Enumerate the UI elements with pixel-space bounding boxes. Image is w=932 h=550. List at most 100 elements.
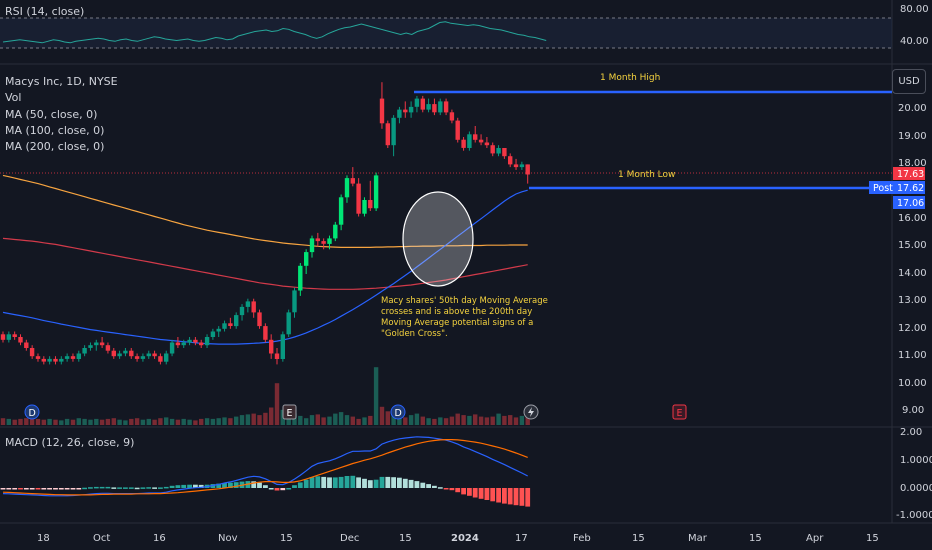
candle-body <box>403 109 408 113</box>
candle-body <box>467 134 472 148</box>
candle-body <box>478 139 484 143</box>
macd-histogram-bar <box>263 485 268 488</box>
macd-histogram-bar <box>303 479 309 488</box>
volume-bar <box>175 419 181 425</box>
candle-body <box>298 265 303 291</box>
macd-histogram-bar <box>379 476 385 488</box>
ma200-legend[interactable]: MA (200, close, 0) <box>5 140 104 153</box>
volume-bar <box>478 416 484 425</box>
candle-body <box>152 353 157 357</box>
dividend-marker[interactable]: D <box>24 404 40 420</box>
price-axis[interactable]: 20.00 19.00 18.00 16.00 15.00 14.00 13.0… <box>898 103 927 416</box>
macd-histogram-bar <box>163 486 169 489</box>
volume-bar <box>158 418 163 425</box>
macd-histogram-bar <box>257 482 262 488</box>
currency-button[interactable]: USD <box>892 69 926 94</box>
macd-histogram-bar <box>93 486 99 489</box>
ma100-legend[interactable]: MA (100, close, 0) <box>5 124 104 137</box>
volume-bar <box>385 411 390 425</box>
svg-text:E: E <box>287 408 293 419</box>
volume-bar <box>461 415 466 425</box>
candle-body <box>519 164 525 168</box>
candle-body <box>175 342 181 346</box>
candle-body <box>373 175 379 209</box>
volume-bar <box>449 416 455 425</box>
macd-histogram-bar <box>169 485 175 488</box>
time-tick: Nov <box>218 533 238 544</box>
macd-histogram-bar <box>525 488 531 507</box>
annotation-line-4: "Golden Cross". <box>381 329 448 339</box>
macd-histogram-bar <box>502 488 507 504</box>
macd-histogram-bar <box>420 482 426 488</box>
macd-histogram-bar <box>222 483 227 488</box>
macd-histogram-bar <box>29 488 35 490</box>
volume-bar <box>228 418 233 425</box>
candle-body <box>274 353 280 359</box>
volume-bar <box>76 418 81 425</box>
ma50-legend[interactable]: MA (50, close, 0) <box>5 108 97 121</box>
rsi-pane: RSI (14, close) 80.00 40.00 <box>0 4 929 49</box>
candle-body <box>169 342 175 354</box>
candle-body <box>47 358 52 362</box>
candle-body <box>24 342 29 348</box>
candle-body <box>327 238 332 244</box>
macd-histogram <box>0 475 531 507</box>
split-marker-icon[interactable] <box>523 404 539 420</box>
dividend-marker[interactable]: D <box>390 404 406 420</box>
volume-bar <box>263 412 268 425</box>
volume-bar <box>327 416 332 425</box>
candle-body <box>391 117 396 146</box>
volume-bar <box>368 415 373 425</box>
candle-body <box>18 337 23 343</box>
volume-bar <box>408 415 414 425</box>
candle-body <box>6 334 11 340</box>
candle-body <box>199 342 204 346</box>
candle-body <box>461 139 466 148</box>
event-markers[interactable]: D E D E <box>24 404 687 420</box>
earnings-marker[interactable]: E <box>282 404 297 420</box>
volume-bar <box>467 415 472 425</box>
volume-bar <box>140 419 146 425</box>
macd-histogram-bar <box>117 487 122 489</box>
volume-bar <box>59 420 64 425</box>
macd-histogram-bar <box>350 475 356 488</box>
time-axis[interactable]: 18 Oct 16 Nov 15 Dec 15 2024 17 Feb 15 M… <box>37 533 879 544</box>
volume-bar <box>269 407 274 425</box>
volume-bar <box>373 367 379 425</box>
macd-histogram-bar <box>99 486 105 489</box>
macd-histogram-bar <box>12 488 18 490</box>
ma100-line <box>2 174 528 248</box>
candle-body <box>228 323 233 326</box>
candle-body <box>216 328 221 332</box>
macd-histogram-bar <box>228 482 233 488</box>
candle-body <box>321 241 326 244</box>
volume-bar <box>438 417 443 425</box>
golden-cross-highlight[interactable] <box>402 191 474 287</box>
volume-bar <box>274 383 280 425</box>
candle-body <box>99 342 105 346</box>
candle-body <box>88 345 93 348</box>
golden-cross-annotation[interactable]: Macy shares' 50th day Moving Average cro… <box>381 296 548 339</box>
svg-text:D: D <box>29 408 36 419</box>
volume-bars <box>0 367 530 425</box>
volume-bar <box>397 415 402 425</box>
symbol-title[interactable]: Macys Inc, 1D, NYSE <box>5 75 118 88</box>
volume-legend[interactable]: Vol <box>5 91 21 104</box>
volume-bar <box>204 418 210 425</box>
volume-bar <box>484 417 490 425</box>
candle-body <box>123 350 128 354</box>
volume-bar <box>432 418 437 425</box>
candle-body <box>140 356 146 359</box>
macd-histogram-bar <box>408 479 414 488</box>
macd-tick: 1.0000 <box>900 455 932 466</box>
price-tick: 10.00 <box>898 378 927 389</box>
time-tick: Oct <box>93 533 110 544</box>
time-tick: Dec <box>340 533 359 544</box>
time-tick: 17 <box>515 533 528 544</box>
volume-bar <box>426 418 431 425</box>
candle-body <box>263 326 268 340</box>
earnings-marker[interactable]: E <box>672 404 687 420</box>
rsi-line <box>2 21 547 44</box>
candle-body <box>164 353 169 362</box>
